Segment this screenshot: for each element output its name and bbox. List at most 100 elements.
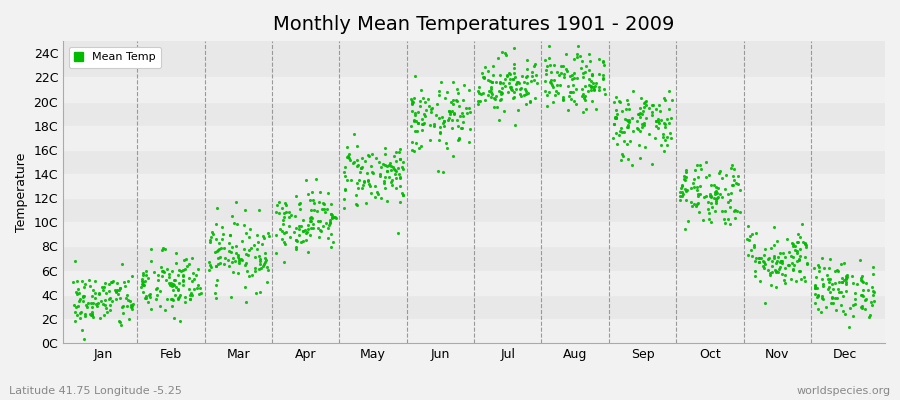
Point xyxy=(835,275,850,281)
Point xyxy=(856,286,870,293)
Point xyxy=(724,190,739,196)
Point xyxy=(773,258,788,265)
Point xyxy=(784,276,798,282)
Point xyxy=(519,57,534,64)
Point xyxy=(635,124,650,130)
Point xyxy=(299,230,313,236)
Point xyxy=(362,152,376,159)
Point xyxy=(442,109,456,116)
Point xyxy=(608,114,623,120)
Point xyxy=(120,292,134,298)
Point xyxy=(176,273,190,279)
Point xyxy=(187,286,202,292)
Point xyxy=(707,182,722,188)
Point xyxy=(555,97,570,103)
Point xyxy=(744,252,759,259)
Point xyxy=(450,86,464,92)
Point xyxy=(745,231,760,238)
Point xyxy=(368,155,382,161)
Point xyxy=(183,296,197,302)
Point xyxy=(251,253,266,259)
Point xyxy=(544,77,559,83)
Point xyxy=(704,193,718,200)
Point xyxy=(662,120,677,126)
Point xyxy=(222,240,237,246)
Point xyxy=(550,81,564,88)
Point xyxy=(138,278,152,284)
Point xyxy=(807,265,822,271)
Point xyxy=(793,246,807,252)
Point xyxy=(338,173,353,180)
Point xyxy=(292,222,307,229)
Point xyxy=(772,250,787,256)
Point xyxy=(509,79,524,86)
Point xyxy=(764,269,778,276)
Point xyxy=(169,250,184,257)
Point xyxy=(766,224,780,231)
Point xyxy=(122,315,136,322)
Point xyxy=(403,123,418,129)
Point xyxy=(380,168,394,174)
Point xyxy=(858,305,872,312)
Point xyxy=(443,111,457,117)
Point xyxy=(190,284,204,291)
Point xyxy=(814,292,829,299)
Point xyxy=(561,83,575,90)
Point xyxy=(176,267,190,273)
Point xyxy=(162,270,176,277)
Point xyxy=(168,277,183,284)
Point xyxy=(257,261,272,267)
Point xyxy=(584,83,598,90)
Point xyxy=(499,50,513,56)
Point xyxy=(687,176,701,182)
Point xyxy=(445,117,459,124)
Point xyxy=(252,206,266,213)
Point xyxy=(103,281,117,287)
Point xyxy=(773,258,788,264)
Point xyxy=(261,267,275,273)
Point xyxy=(209,262,223,269)
Point xyxy=(696,217,710,224)
Point xyxy=(324,211,338,218)
Point xyxy=(634,121,649,127)
Point xyxy=(727,206,742,213)
Point xyxy=(656,130,670,137)
Point xyxy=(680,187,694,194)
Point xyxy=(814,295,829,301)
Point xyxy=(405,147,419,153)
Point xyxy=(764,263,778,270)
Point xyxy=(383,160,398,166)
Point xyxy=(155,246,169,253)
Point xyxy=(158,306,173,313)
Point xyxy=(97,296,112,303)
Point xyxy=(165,268,179,274)
Point xyxy=(589,80,603,86)
Point xyxy=(341,153,356,160)
Point xyxy=(570,50,584,57)
Point xyxy=(755,263,770,269)
Point xyxy=(731,173,745,179)
Point xyxy=(392,174,407,181)
Point xyxy=(691,209,706,216)
Point xyxy=(361,177,375,183)
Point xyxy=(432,92,446,98)
Point xyxy=(508,74,522,80)
Point xyxy=(591,56,606,62)
Point xyxy=(375,161,390,167)
Point xyxy=(825,294,840,301)
Point xyxy=(253,256,267,262)
Point xyxy=(622,118,636,125)
Point xyxy=(814,309,828,315)
Point xyxy=(652,102,666,109)
Point xyxy=(140,295,154,302)
Point xyxy=(405,108,419,114)
Point xyxy=(392,156,407,162)
Point xyxy=(254,264,268,271)
Point xyxy=(377,162,392,168)
Point xyxy=(690,200,705,206)
Point xyxy=(384,179,399,186)
Point xyxy=(440,145,454,152)
Point xyxy=(752,259,766,265)
Point xyxy=(158,276,173,283)
Point xyxy=(215,236,230,242)
